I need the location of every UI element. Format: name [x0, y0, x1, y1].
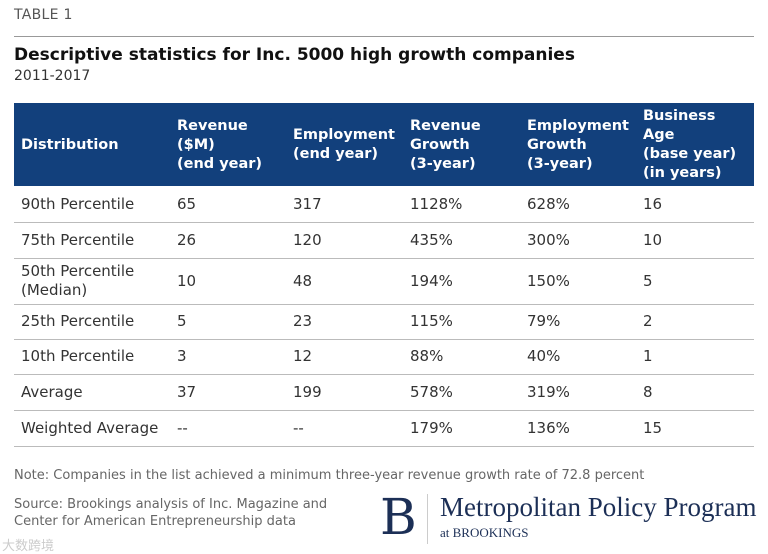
- logo-divider: [427, 494, 428, 544]
- header-line: Growth: [527, 136, 587, 153]
- column-header: Employment Growth (3-year): [527, 117, 629, 174]
- header-line: Employment: [527, 117, 629, 134]
- table-cell: 120: [293, 230, 322, 249]
- row-label: Average: [21, 382, 83, 401]
- table-row: 75th Percentile 26 120 435% 300% 10: [14, 222, 754, 259]
- row-label: 50th Percentile (Median): [21, 262, 135, 299]
- table-cell: 435%: [410, 230, 453, 249]
- table-cell: 12: [293, 347, 313, 365]
- table-cell: 194%: [410, 271, 453, 290]
- table-cell: --: [293, 418, 304, 437]
- table-cell: 136%: [527, 418, 570, 437]
- table-cell: 10: [643, 230, 663, 249]
- table-cell: 319%: [527, 382, 570, 401]
- table-cell: 628%: [527, 195, 570, 213]
- table-cell: 23: [293, 312, 313, 330]
- table-cell: 16: [643, 195, 663, 213]
- header-line: (3-year): [410, 155, 476, 172]
- table-cell: 300%: [527, 230, 570, 249]
- table-cell: 179%: [410, 418, 453, 437]
- column-header: Employment (end year): [293, 126, 395, 164]
- header-line: Distribution: [21, 136, 119, 153]
- table-row: Average 37 199 578% 319% 8: [14, 374, 754, 411]
- subtitle: 2011-2017: [14, 68, 91, 84]
- header-line: Age: [643, 127, 675, 143]
- table-cell: 1: [643, 347, 653, 365]
- page-title: Descriptive statistics for Inc. 5000 hig…: [14, 45, 575, 65]
- table-row: 50th Percentile (Median) 10 48 194% 150% 5: [14, 258, 754, 305]
- logo-name: Metropolitan Policy Program: [440, 492, 757, 522]
- column-header: Distribution: [21, 136, 119, 155]
- header-line: Growth: [410, 136, 470, 153]
- table-cell: --: [177, 418, 188, 437]
- row-label: 25th Percentile: [21, 312, 135, 330]
- header-line: (end year): [177, 155, 263, 172]
- table-cell: 10: [177, 271, 197, 290]
- table-cell: 199: [293, 382, 322, 401]
- header-line: (end year): [293, 146, 379, 162]
- divider: [14, 36, 754, 37]
- table-cell: 317: [293, 195, 322, 213]
- header-line: Business: [643, 108, 716, 124]
- table-cell: 8: [643, 382, 653, 401]
- table-cell: 3: [177, 347, 187, 365]
- source: Source: Brookings analysis of Inc. Magaz…: [14, 497, 328, 529]
- table-header: Distribution Revenue ($M) (end year) Employm…: [14, 103, 754, 186]
- watermark: 大数跨境: [2, 539, 55, 554]
- column-header: Business Age (base year) (in years): [643, 107, 736, 183]
- row-label: 75th Percentile: [21, 230, 135, 249]
- table-cell: 1128%: [410, 195, 463, 213]
- column-header: Revenue ($M) (end year): [177, 117, 262, 174]
- column-header: Revenue Growth (3-year): [410, 117, 481, 174]
- row-label: 90th Percentile: [21, 195, 135, 213]
- table-cell: 48: [293, 271, 313, 290]
- table-cell: 115%: [410, 312, 453, 330]
- table-cell: 150%: [527, 271, 570, 290]
- header-line: Revenue: [410, 117, 481, 134]
- header-line: ($M): [177, 136, 215, 153]
- table-cell: 26: [177, 230, 197, 249]
- table-row: 90th Percentile 65 317 1128% 628% 16: [14, 187, 754, 223]
- row-label: 10th Percentile: [21, 347, 135, 365]
- table-cell: 40%: [527, 347, 561, 365]
- table-row: 25th Percentile 5 23 115% 79% 2: [14, 304, 754, 340]
- table-row: Weighted Average -- -- 179% 136% 15: [14, 410, 754, 447]
- table-cell: 2: [643, 312, 653, 330]
- table-cell: 5: [177, 312, 187, 330]
- table-cell: 79%: [527, 312, 561, 330]
- table-cell: 65: [177, 195, 197, 213]
- header-line: Employment: [293, 127, 395, 143]
- header-line: (base year): [643, 146, 737, 162]
- table-label: TABLE 1: [14, 7, 73, 23]
- table-row: 10th Percentile 3 12 88% 40% 1: [14, 339, 754, 375]
- table-cell: 37: [177, 382, 197, 401]
- logo-sub: at BROOKINGS: [440, 525, 529, 540]
- table-cell: 578%: [410, 382, 453, 401]
- header-line: Revenue: [177, 117, 248, 134]
- table-cell: 15: [643, 418, 663, 437]
- brookings-logo-icon: B: [380, 488, 417, 546]
- table-cell: 5: [643, 271, 653, 290]
- note: Note: Companies in the list achieved a m…: [14, 468, 645, 483]
- table-cell: 88%: [410, 347, 444, 365]
- header-line: (3-year): [527, 155, 593, 172]
- row-label: Weighted Average: [21, 418, 159, 437]
- header-line: (in years): [643, 165, 722, 181]
